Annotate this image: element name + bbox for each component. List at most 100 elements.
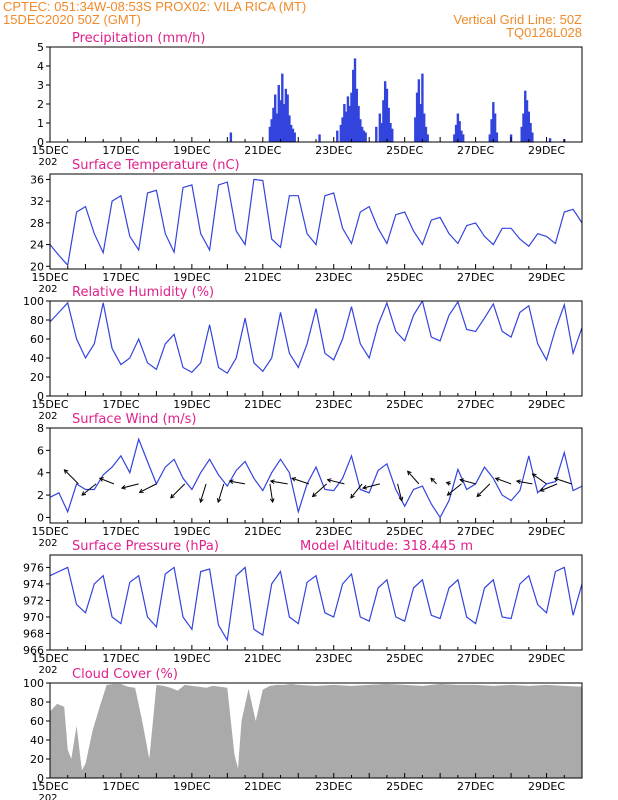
- wind-vector-arrow: [64, 469, 79, 485]
- precipitation-bar: [453, 134, 456, 142]
- wind-vector-arrow: [350, 483, 363, 499]
- precipitation-xtick-label: 25DEC: [386, 144, 423, 157]
- pressure-line: [50, 566, 582, 642]
- temperature-xtick-label: 15DEC: [31, 271, 68, 284]
- wind-vector-arrowhead: [98, 477, 104, 482]
- temperature-panel: Surface Temperature (nC) 20 24 28 32 36 15DEC 1…: [30, 158, 583, 295]
- wind-vector-arrow: [460, 479, 476, 485]
- precipitation-bar: [382, 100, 385, 142]
- wind-panel: Surface Wind (m/s) 0 2 4 6 8 15DEC 17DEC 19DEC 21…: [31, 412, 583, 549]
- wind-vector-arrowhead: [430, 477, 435, 483]
- precipitation-panel: Precipitation (mm/h) 0 1 2 3 4 5 15DEC 17DEC 19DE…: [31, 31, 583, 168]
- temperature-xtick-label: 17DEC: [102, 271, 139, 284]
- precipitation-bar: [291, 128, 295, 142]
- wind-vector-arrowhead: [398, 496, 404, 502]
- cloud-cover-ytick-label: 80: [30, 696, 44, 709]
- cloud-cover-xtick-label: 29DEC: [528, 780, 565, 793]
- wind-xtick-label: 23DEC: [315, 525, 352, 538]
- humidity-xtick-label: 27DEC: [457, 398, 494, 411]
- wind-xtick-label: 21DEC: [244, 525, 281, 538]
- wind-vector-arrowhead: [81, 491, 87, 496]
- precipitation-bar: [525, 100, 529, 142]
- precipitation-bar: [346, 96, 350, 142]
- precipitation-xtick-label: 17DEC: [102, 144, 139, 157]
- wind-vector-arrow: [532, 473, 547, 485]
- temperature-year-label: 202: [38, 284, 57, 295]
- pressure-ytick-label: 966: [23, 644, 44, 657]
- wind-vector-arrowhead: [311, 492, 317, 498]
- precipitation-bar: [350, 92, 353, 142]
- precipitation-bar: [339, 124, 343, 142]
- precipitation-bar: [417, 79, 421, 142]
- precipitation-bar: [422, 113, 426, 142]
- humidity-xtick-label: 19DEC: [173, 398, 210, 411]
- precipitation-bar: [380, 123, 383, 142]
- humidity-ytick-label: 20: [30, 371, 44, 384]
- humidity-ytick-label: 40: [30, 352, 44, 365]
- humidity-title: Relative Humidity (%): [72, 285, 214, 300]
- precipitation-bar: [277, 85, 280, 142]
- temperature-ytick-label: 20: [30, 260, 44, 273]
- wind-vector-arrow: [362, 483, 380, 489]
- wind-title: Surface Wind (m/s): [72, 412, 196, 427]
- precipitation-bar: [531, 132, 534, 142]
- humidity-xtick-label: 29DEC: [528, 398, 565, 411]
- wind-vector-arrow: [430, 477, 437, 485]
- wind-vector-arrowhead: [216, 498, 222, 504]
- precipitation-bar: [343, 104, 346, 142]
- wind-vector-arrowhead: [138, 488, 144, 493]
- precipitation-bar: [378, 113, 382, 142]
- pressure-ytick-label: 974: [23, 578, 44, 591]
- pressure-year-label: 202: [38, 665, 57, 676]
- wind-vector-arrow: [81, 483, 97, 496]
- precipitation-bar: [383, 81, 387, 142]
- wind-xtick-label: 15DEC: [31, 525, 68, 538]
- precipitation-bar: [458, 121, 461, 142]
- humidity-ytick-label: 100: [23, 295, 44, 308]
- humidity-panel: Relative Humidity (%) 0 20 40 60 80 100 15DEC 17…: [23, 285, 583, 422]
- precipitation-bar: [493, 113, 497, 142]
- wind-vector-arrowhead: [407, 470, 412, 476]
- precipitation-xtick-label: 21DEC: [244, 144, 281, 157]
- precipitation-bar: [293, 132, 296, 142]
- wind-vector-arrowhead: [63, 469, 69, 474]
- precipitation-bar: [336, 130, 339, 142]
- pressure-ytick-label: 976: [23, 561, 44, 574]
- precipitation-xtick-label: 19DEC: [173, 144, 210, 157]
- cloud-cover-xtick-label: 17DEC: [102, 780, 139, 793]
- wind-vector-arrow: [495, 477, 512, 485]
- temperature-frame: [49, 173, 583, 270]
- humidity-xtick-label: 23DEC: [315, 398, 352, 411]
- precipitation-bar: [344, 111, 348, 142]
- wind-vector-arrowhead: [120, 485, 126, 490]
- wind-vector-arrowhead: [228, 479, 234, 484]
- wind-ytick-label: 6: [37, 444, 44, 457]
- wind-vector-arrowhead: [269, 479, 275, 484]
- precipitation-bar: [424, 126, 428, 142]
- pressure-xtick-label: 17DEC: [102, 652, 139, 665]
- humidity-xtick-label: 17DEC: [102, 398, 139, 411]
- precipitation-bar: [279, 100, 282, 142]
- pressure-subtitle: Model Altitude: 318.445 m: [300, 539, 473, 554]
- pressure-panel: Surface Pressure (hPa) Model Altitude: 31…: [23, 539, 583, 676]
- wind-vector-arrowhead: [326, 478, 332, 483]
- precipitation-ytick-label: 2: [37, 98, 44, 111]
- wind-vector-arrowhead: [531, 473, 537, 478]
- humidity-year-label: 202: [38, 411, 57, 422]
- wind-vector-arrowhead: [170, 493, 175, 499]
- precipitation-bar: [421, 73, 424, 142]
- precipitation-xtick-label: 15DEC: [31, 144, 68, 157]
- precipitation-bar: [520, 126, 523, 142]
- pressure-ytick-label: 970: [23, 611, 44, 624]
- wind-xtick-label: 27DEC: [457, 525, 494, 538]
- wind-vector-arrow: [270, 480, 288, 485]
- wind-vector-arrowhead: [494, 477, 500, 482]
- cloud-cover-ytick-label: 40: [30, 734, 44, 747]
- precipitation-bar: [270, 119, 273, 142]
- cloud-cover-year-label: 202: [38, 793, 57, 800]
- grid-line-note: Vertical Grid Line: 50Z: [453, 12, 582, 27]
- precipitation-bar: [282, 104, 286, 142]
- precipitation-bar: [355, 88, 358, 142]
- chart-header: CPTEC: 051:34W-08:53S PROX02: VILA RICA …: [0, 0, 618, 40]
